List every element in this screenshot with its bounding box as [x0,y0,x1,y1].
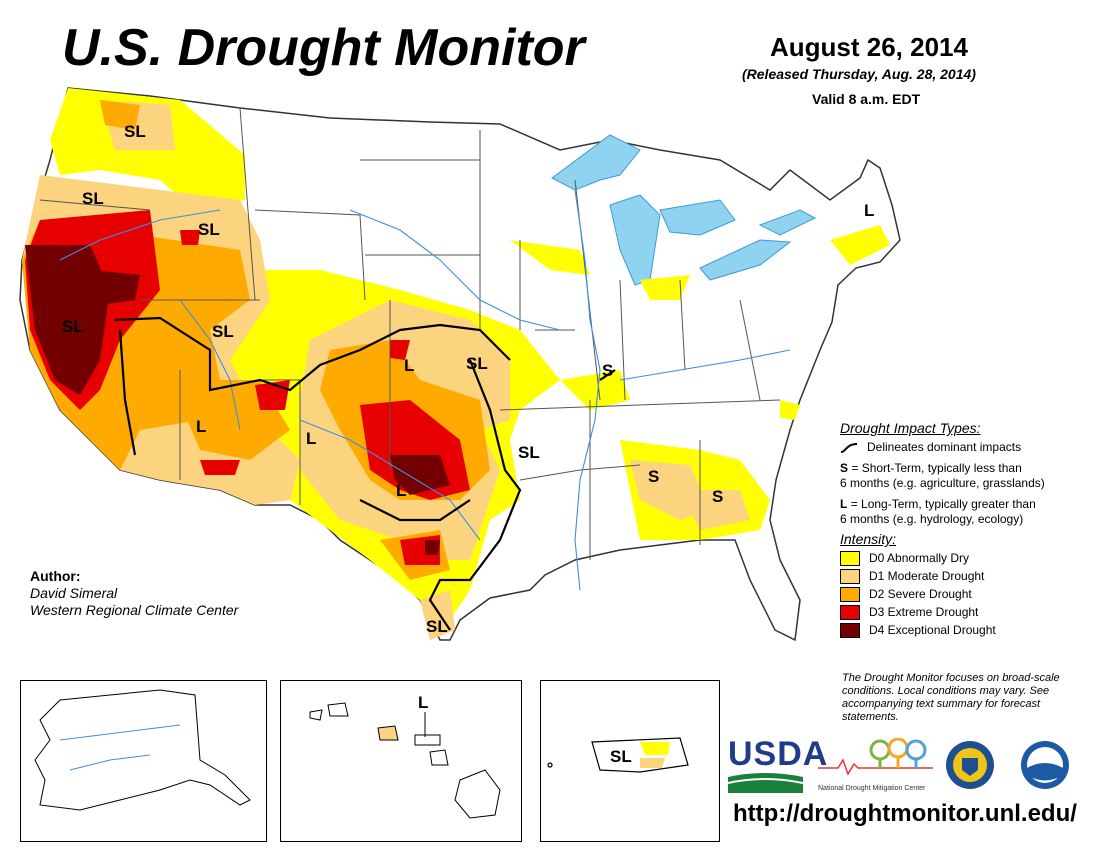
page-title: U.S. Drought Monitor [62,19,585,77]
report-date: August 26, 2014 [770,32,968,62]
region-label: SL [426,617,448,636]
rivers [59,189,791,591]
region-label: SL [82,189,104,208]
intensity-item: D3 Extreme Drought [840,605,1095,620]
d3-swatch [840,605,860,620]
region-label: SL [124,122,146,141]
puerto-rico-label: SL [610,747,632,766]
region-label: L [396,481,406,500]
hawaii-inset [280,680,522,842]
ndmc-trees-icon [818,737,933,776]
ndmc-logo[interactable]: National Drought Mitigation Center [818,737,933,793]
long-term-text2: 6 months (e.g. hydrology, ecology) [840,512,1024,526]
source-url-link[interactable]: http://droughtmonitor.unl.edu/ [733,800,1077,827]
region-label: L [196,417,206,436]
d4-regions [25,245,450,555]
region-label: SL [518,443,540,462]
short-term-text2: 6 months (e.g. agriculture, grasslands) [840,476,1045,490]
disclaimer-note: The Drought Monitor focuses on broad-sca… [842,672,1060,723]
ndmc-name: National Drought Mitigation Center [818,785,926,792]
d4-swatch [840,623,860,638]
intensity-list: D0 Abnormally Dry D1 Moderate Drought D2… [840,551,1095,638]
short-term-letter: S [840,461,849,475]
intensity-item: D4 Exceptional Drought [840,623,1095,638]
usda-logo[interactable]: USDA [728,735,829,795]
short-term-text: = Short-Term, typically less than [851,461,1022,475]
commerce-seal-icon[interactable] [945,740,995,790]
author-org: Western Regional Climate Center [30,602,239,618]
impact-boundaries [114,316,616,631]
puerto-rico-shape [547,737,689,773]
usda-hills-icon [728,773,803,793]
impact-types-heading: Drought Impact Types: [840,420,981,436]
region-label: SL [62,317,84,336]
intensity-item: D1 Moderate Drought [840,569,1095,584]
region-label: SL [212,322,234,341]
legend: Drought Impact Types: Delineates dominan… [840,420,1095,641]
impact-line-text: Delineates dominant impacts [867,440,1022,454]
intensity-item: D2 Severe Drought [840,587,1095,602]
author-heading: Author: [30,568,81,584]
impact-line-icon [840,442,858,453]
intensity-label: D2 Severe Drought [869,587,972,601]
d2-swatch [840,587,860,602]
intensity-label: D1 Moderate Drought [869,569,985,583]
alaska-inset [20,680,267,842]
region-label: L [404,356,414,375]
hawaii-label: L [418,693,428,712]
author-block: Author: David Simeral Western Regional C… [30,568,238,619]
region-label: L [864,201,874,220]
long-term-text: = Long-Term, typically greater than [850,497,1036,511]
hawaii-shape [309,702,501,819]
region-label: S [648,467,659,486]
region-label: SL [198,220,220,239]
state-borders [39,107,781,560]
noaa-logo-icon[interactable] [1020,740,1070,790]
region-label: S [602,361,613,380]
region-label: L [306,429,316,448]
long-term-def: L = Long-Term, typically greater than 6 … [840,497,1095,527]
long-term-letter: L [840,497,848,511]
release-date: (Released Thursday, Aug. 28, 2014) [742,66,976,82]
impact-line-row: Delineates dominant impacts [840,440,1095,455]
d0-swatch [840,551,860,566]
intensity-label: D4 Exceptional Drought [869,623,996,637]
intensity-heading: Intensity: [840,531,897,547]
valid-time: Valid 8 a.m. EDT [812,91,921,107]
region-labels: SL SL SL SL SL SL L L L L SL S SL S S L [62,122,874,636]
alaska-shape [34,689,251,811]
short-term-def: S = Short-Term, typically less than 6 mo… [840,461,1095,491]
intensity-item: D0 Abnormally Dry [840,551,1095,566]
alaska-rivers [59,724,181,771]
intensity-label: D3 Extreme Drought [869,605,979,619]
region-label: SL [466,354,488,373]
author-name: David Simeral [30,585,118,601]
intensity-label: D0 Abnormally Dry [869,551,970,565]
region-label: S [712,487,723,506]
puerto-rico-inset [540,680,720,842]
usda-wordmark: USDA [728,735,829,773]
d1-swatch [840,569,860,584]
